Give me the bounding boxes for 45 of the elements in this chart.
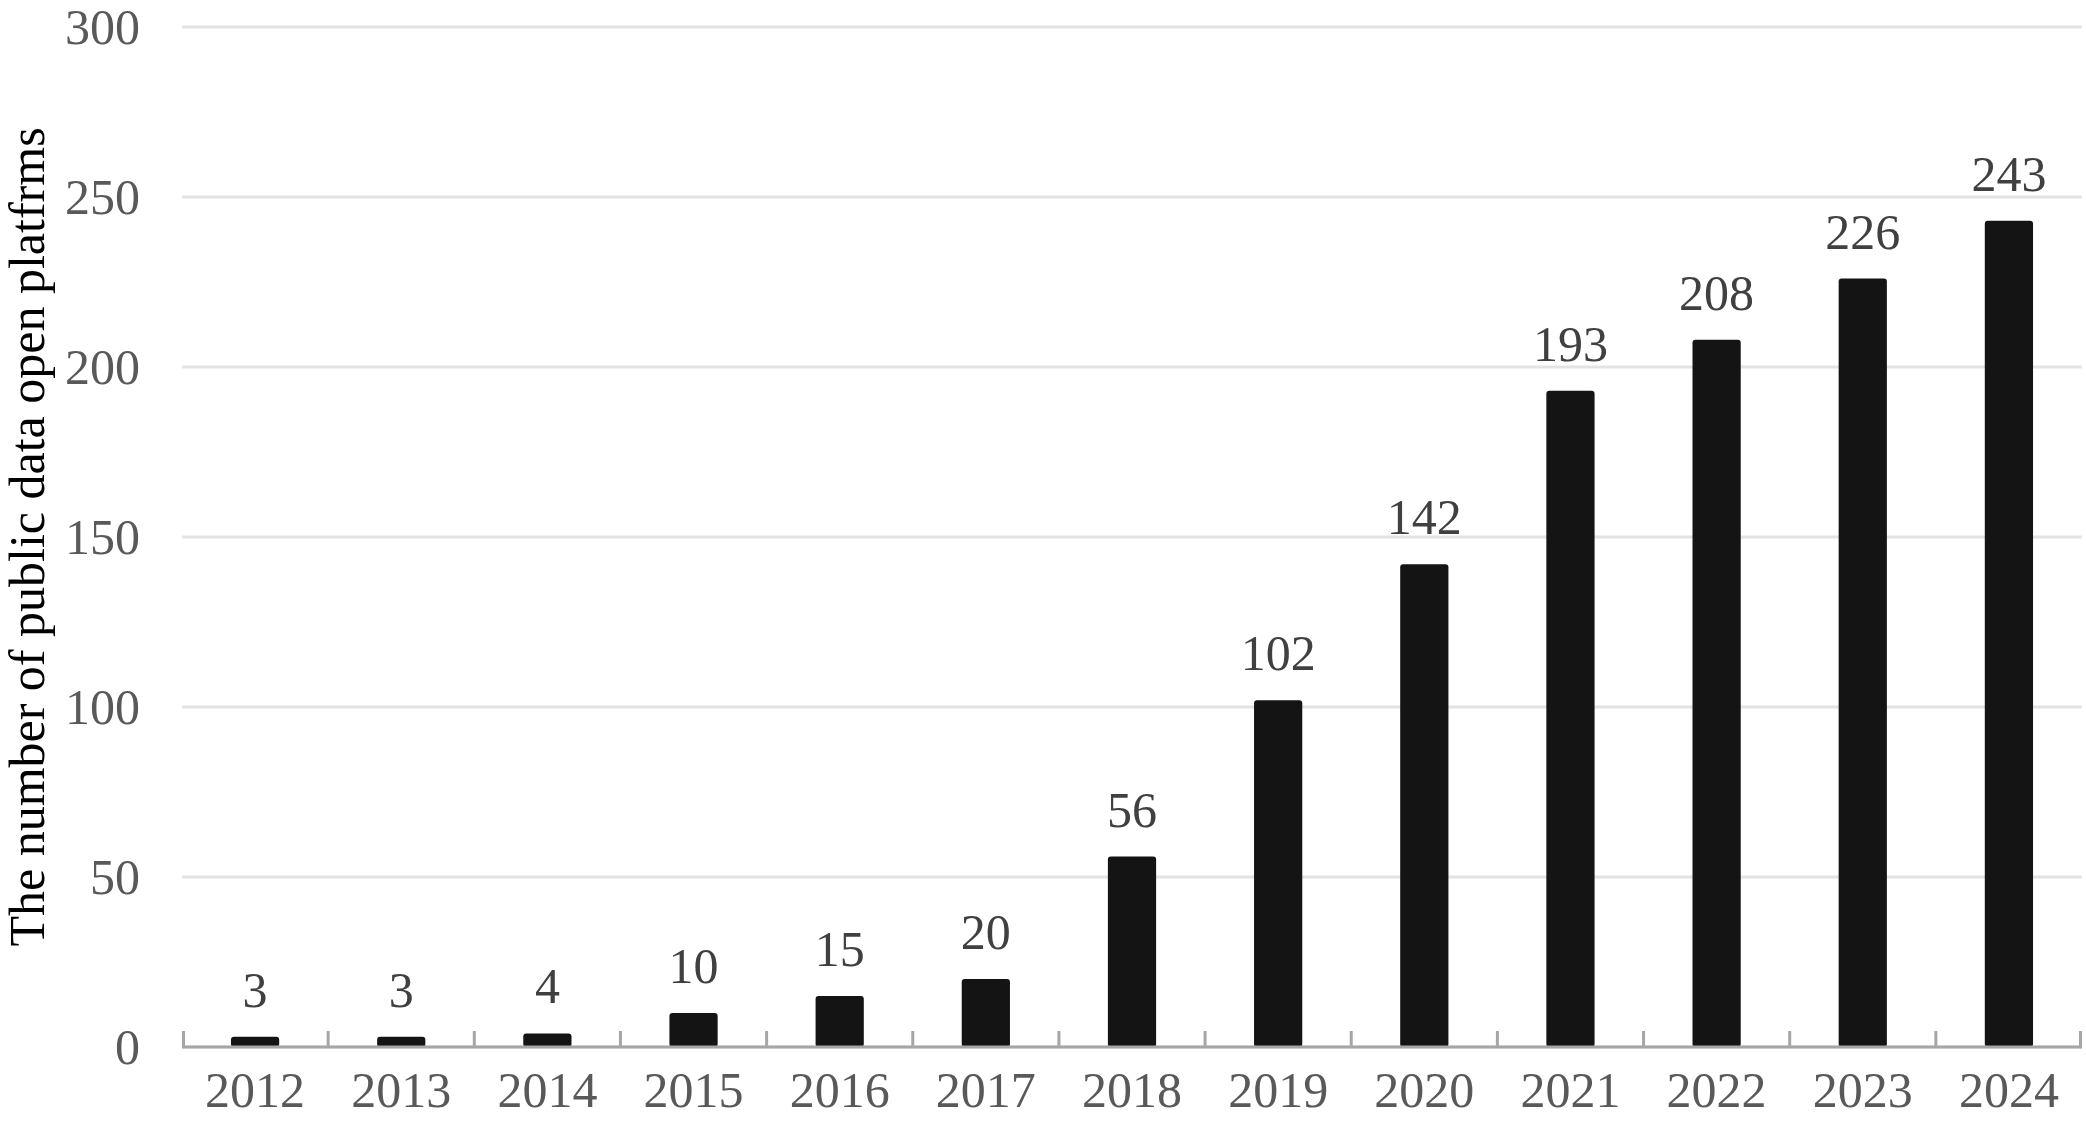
data-label: 193 bbox=[1532, 315, 1608, 372]
y-tick-label: 50 bbox=[90, 848, 140, 905]
x-tick-label: 2020 bbox=[1374, 1061, 1475, 1118]
y-tick-label: 150 bbox=[65, 508, 140, 565]
data-label: 20 bbox=[960, 904, 1011, 960]
x-tick-label: 2016 bbox=[789, 1061, 890, 1118]
bar bbox=[1838, 278, 1887, 1047]
x-tick-label: 2022 bbox=[1666, 1061, 1767, 1118]
data-label: 4 bbox=[534, 958, 560, 1015]
x-tick-label: 2021 bbox=[1520, 1061, 1621, 1118]
x-tick-label: 2019 bbox=[1228, 1061, 1329, 1118]
x-tick-label: 2017 bbox=[935, 1061, 1036, 1118]
bar bbox=[1254, 700, 1303, 1047]
data-label: 3 bbox=[242, 961, 268, 1018]
data-label: 226 bbox=[1825, 203, 1901, 260]
data-label: 208 bbox=[1679, 264, 1755, 321]
bar bbox=[1400, 564, 1449, 1047]
y-axis-title: The number of public data open platfrms bbox=[0, 127, 55, 947]
y-tick-label: 300 bbox=[65, 0, 140, 55]
data-label: 102 bbox=[1240, 625, 1316, 682]
data-label: 3 bbox=[388, 961, 414, 1018]
bar bbox=[1107, 856, 1157, 1047]
data-label: 15 bbox=[814, 921, 865, 977]
data-label: 56 bbox=[1107, 781, 1157, 838]
data-label: 142 bbox=[1386, 489, 1462, 546]
x-tick-label: 2013 bbox=[351, 1061, 452, 1118]
bar bbox=[961, 979, 1010, 1047]
bar bbox=[1984, 220, 2034, 1047]
bar bbox=[1546, 390, 1595, 1047]
bar bbox=[815, 996, 864, 1047]
bar bbox=[669, 1013, 718, 1047]
data-label: 243 bbox=[1971, 145, 2047, 202]
x-tick-label: 2023 bbox=[1812, 1061, 1913, 1118]
y-tick-label: 250 bbox=[65, 168, 140, 225]
x-tick-label: 2018 bbox=[1082, 1061, 1182, 1118]
y-tick-label: 200 bbox=[65, 338, 140, 395]
bar bbox=[1692, 339, 1741, 1047]
x-tick-label: 2024 bbox=[1958, 1061, 2059, 1118]
data-label: 10 bbox=[668, 938, 719, 994]
x-tick-label: 2015 bbox=[643, 1061, 744, 1118]
x-tick-label: 2014 bbox=[497, 1061, 598, 1118]
y-tick-label: 0 bbox=[115, 1018, 140, 1075]
x-tick-label: 2012 bbox=[205, 1061, 306, 1118]
y-tick-label: 100 bbox=[65, 678, 140, 735]
bar bbox=[523, 1033, 572, 1047]
